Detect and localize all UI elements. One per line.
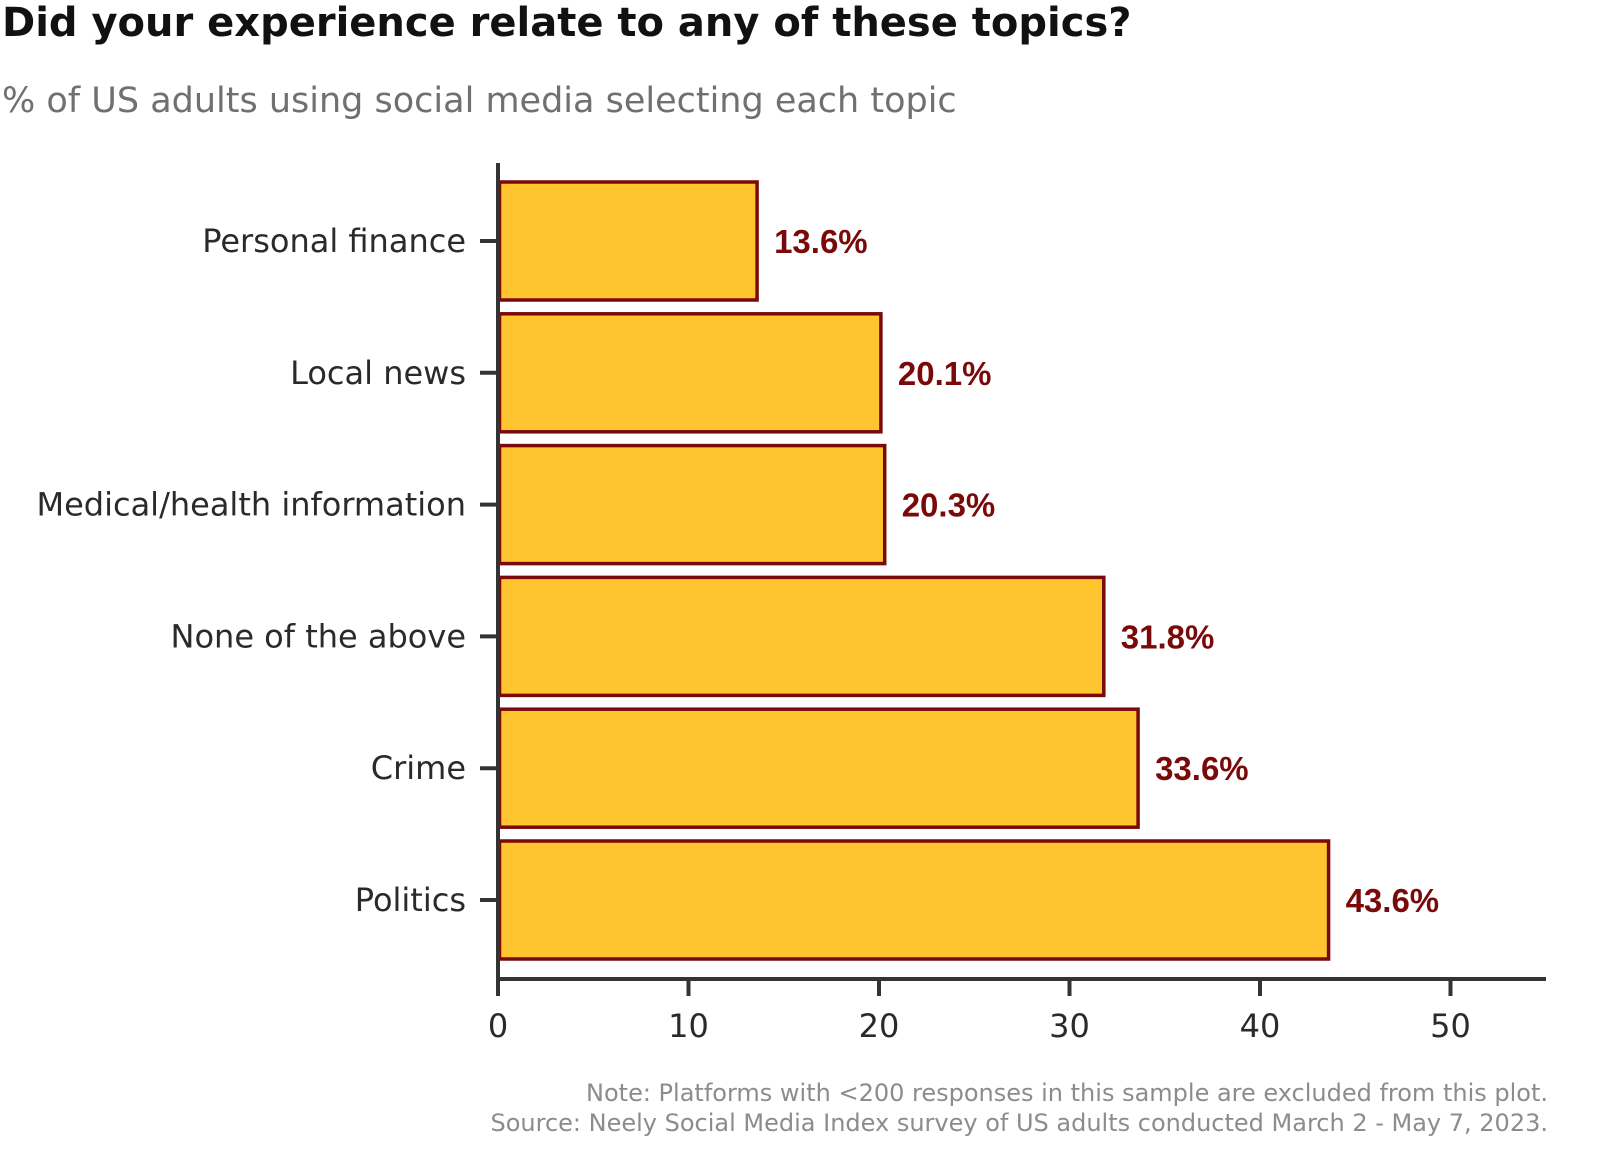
chart-title: Did your experience relate to any of the…: [2, 0, 1132, 46]
category-label-politics: Politics: [355, 881, 466, 919]
x-tick-label-40: 40: [1240, 1007, 1281, 1045]
x-tick-label-30: 30: [1049, 1007, 1090, 1045]
data-labels-layer: 13.6% 20.1% 20.3% 31.8% 33.6% 43.6%: [774, 223, 1439, 919]
category-label-none-of-the-above: None of the above: [171, 617, 466, 655]
bar-none-of-the-above: [497, 575, 1106, 698]
data-label-politics: 43.6%: [1346, 882, 1440, 919]
bar-crime: [497, 707, 1140, 829]
data-label-none-of-the-above: 31.8%: [1121, 618, 1215, 655]
bar-local-news: [497, 312, 883, 434]
data-label-crime: 33.6%: [1155, 750, 1249, 787]
data-label-local-news: 20.1%: [898, 355, 992, 392]
chart-subtitle: % of US adults using social media select…: [2, 81, 957, 121]
chart-source: Source: Neely Social Media Index survey …: [490, 1109, 1549, 1137]
category-label-local-news: Local news: [290, 354, 466, 392]
x-tick-label-0: 0: [488, 1007, 508, 1045]
bar-personal-finance: [497, 180, 759, 302]
chart-note: Note: Platforms with <200 responses in t…: [586, 1079, 1548, 1107]
bar-medical-health-information: [497, 443, 887, 566]
category-label-personal-finance: Personal finance: [202, 222, 466, 260]
data-label-personal-finance: 13.6%: [774, 223, 868, 260]
category-label-crime: Crime: [371, 749, 466, 787]
bars-layer: [497, 180, 1331, 961]
axes-layer: Personal finance Local news Medical/health…: [36, 163, 1546, 1045]
data-label-medical-health-information: 20.3%: [902, 487, 996, 524]
x-tick-label-50: 50: [1430, 1007, 1471, 1045]
bar-politics: [497, 839, 1331, 961]
x-tick-label-10: 10: [668, 1007, 709, 1045]
x-tick-label-20: 20: [859, 1007, 900, 1045]
category-label-medical-health-information: Medical/health information: [36, 486, 466, 524]
